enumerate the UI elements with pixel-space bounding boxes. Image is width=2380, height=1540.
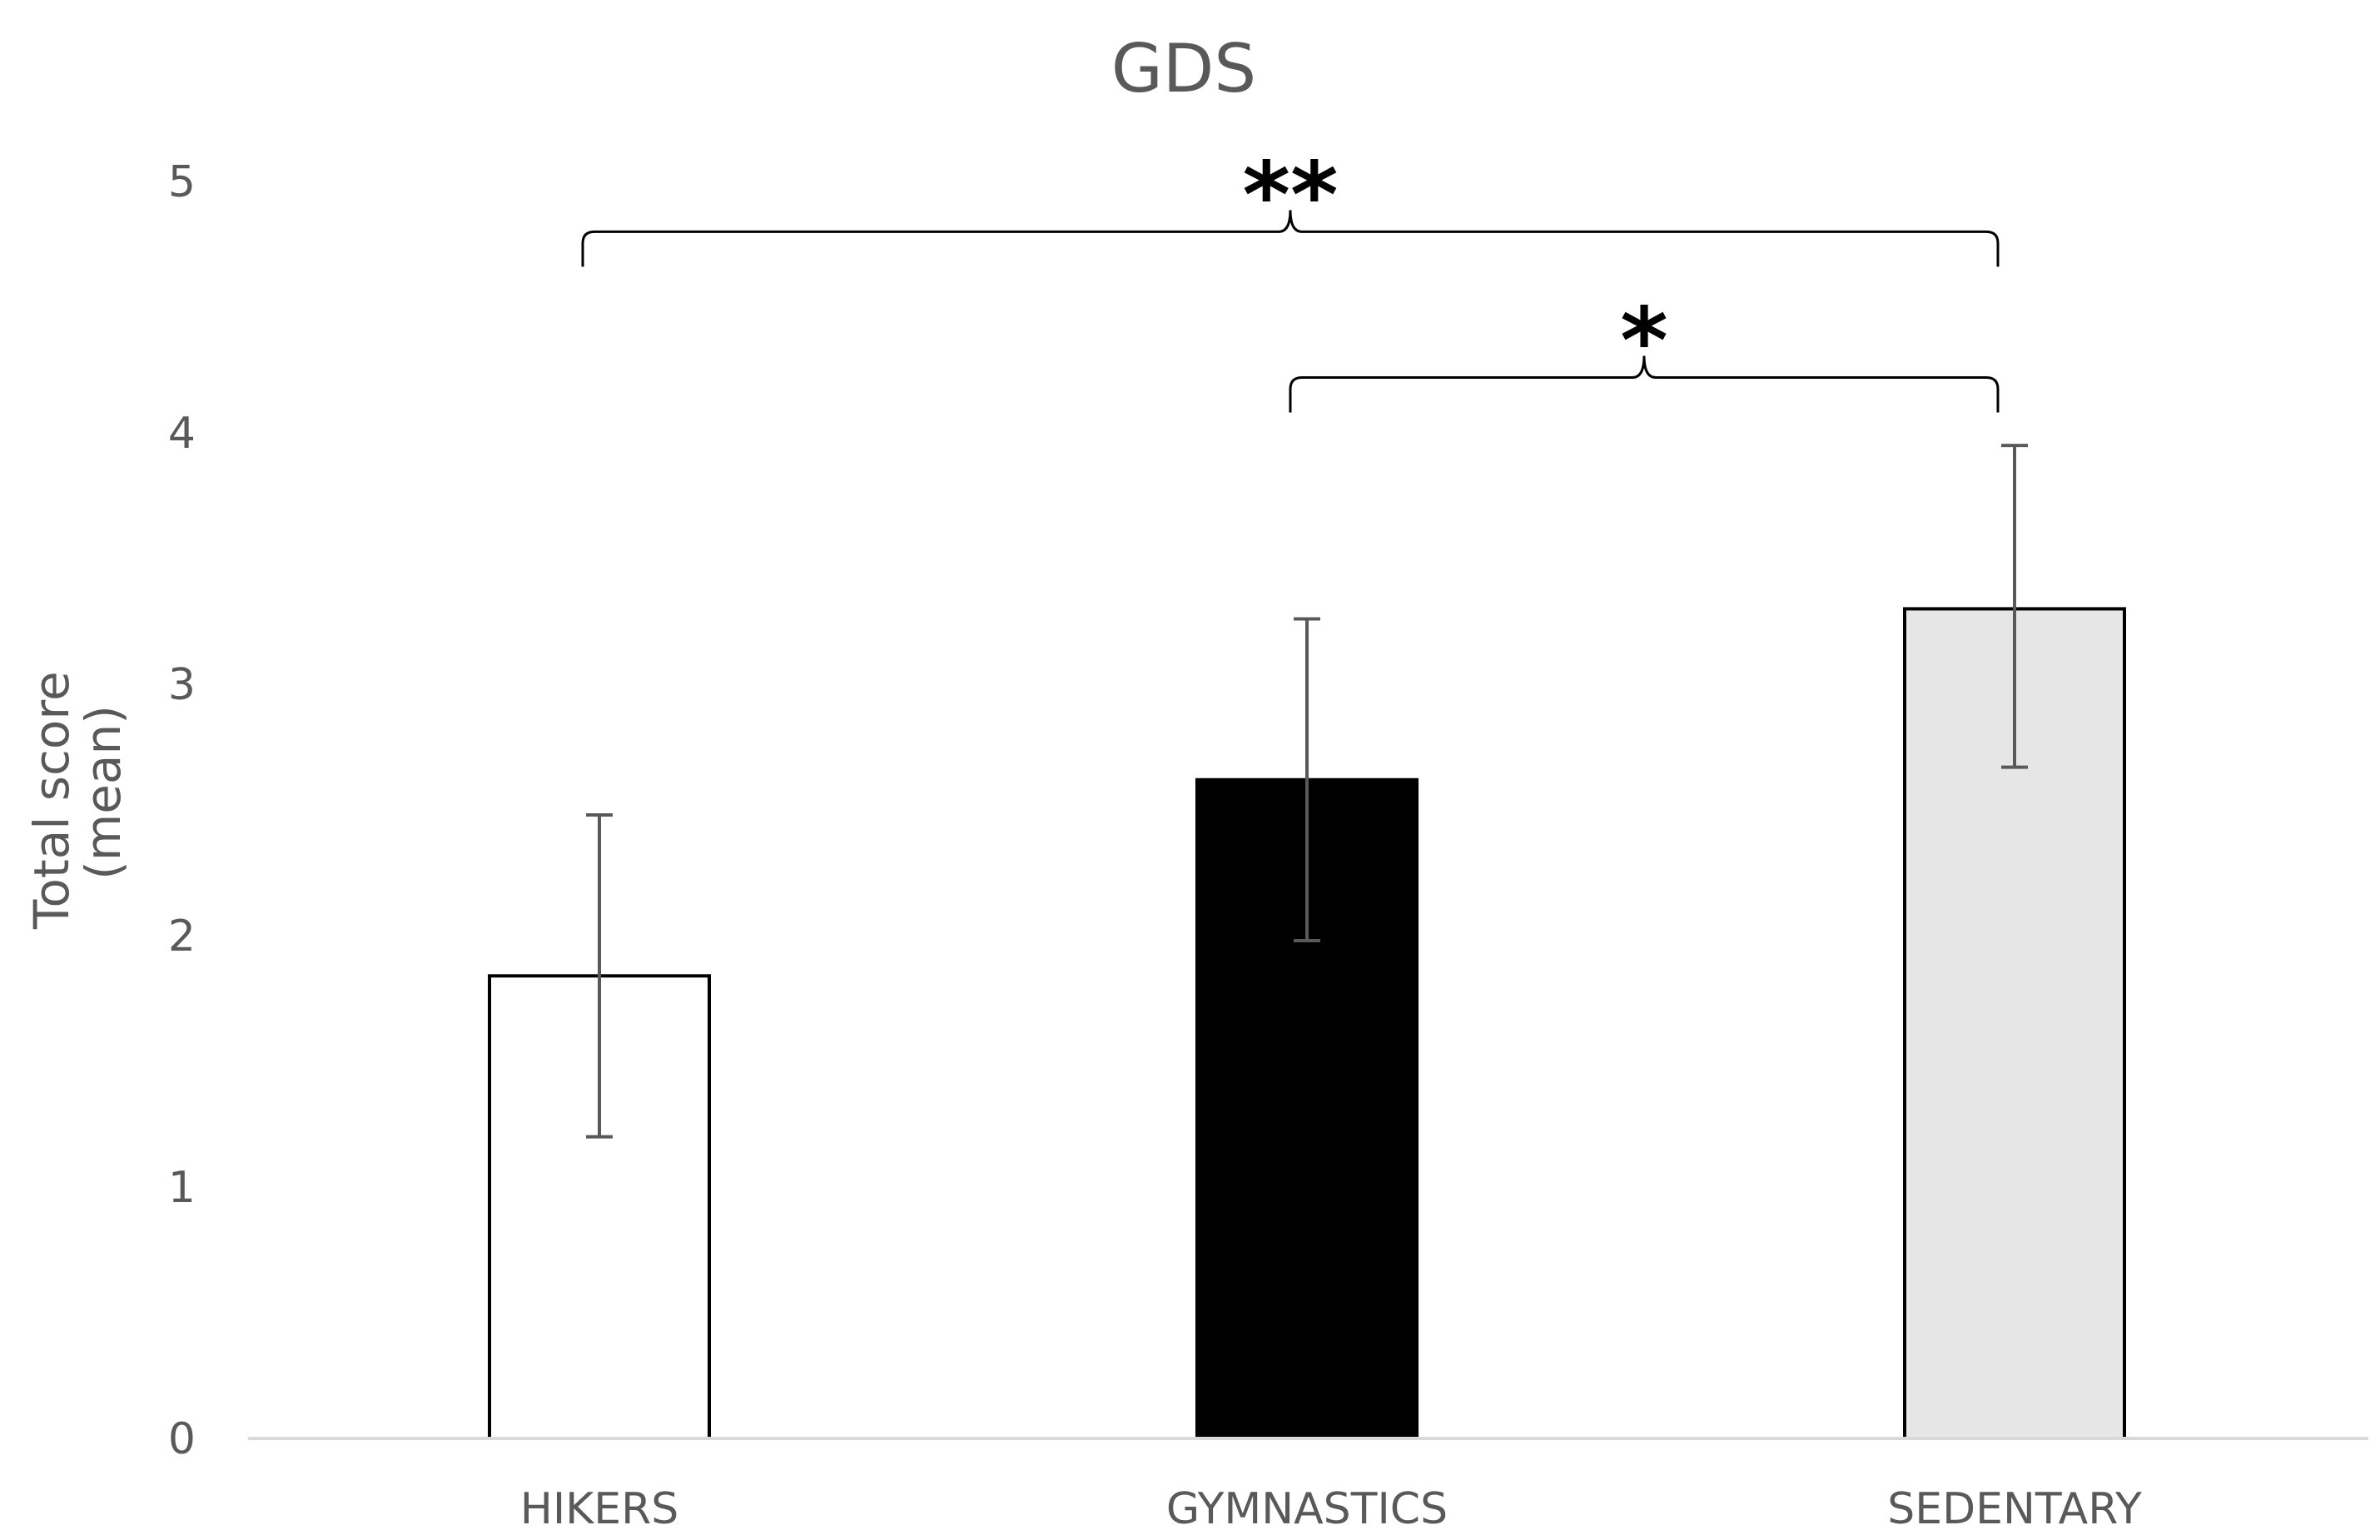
significance-brace-2 <box>1289 355 2000 413</box>
y-ticks: 0 1 2 3 4 5 <box>168 157 196 1464</box>
x-tick-label-gymnastics: GYMNASTICS <box>1166 1484 1448 1534</box>
error-bar-sedentary <box>2001 444 2028 769</box>
significance-label-1: ** <box>1242 142 1338 248</box>
y-tick-label: 0 <box>168 1414 196 1464</box>
y-axis-label: Total score (mean) <box>23 656 132 930</box>
x-labels: HIKERS GYMNASTICS SEDENTARY <box>520 1484 2142 1534</box>
error-bar-gymnastics <box>1294 617 1320 943</box>
x-tick-label-hikers: HIKERS <box>520 1484 679 1534</box>
y-tick-label: 5 <box>168 157 196 207</box>
y-tick-label: 2 <box>168 912 196 961</box>
y-tick-label: 3 <box>168 660 196 710</box>
y-tick-label: 4 <box>168 409 196 459</box>
y-axis-label-line-2: (mean) <box>75 705 132 880</box>
significance-brackets: *** <box>581 142 2000 413</box>
y-tick-label: 1 <box>168 1163 196 1213</box>
significance-label-2: * <box>1620 288 1668 395</box>
error-bar-hikers <box>586 813 613 1139</box>
chart-title: GDS <box>1111 30 1256 107</box>
x-tick-label-sedentary: SEDENTARY <box>1887 1484 2142 1534</box>
y-axis-label-line-1: Total score <box>23 671 80 930</box>
significance-brace-1 <box>581 210 2000 267</box>
error-bars <box>586 444 2028 1139</box>
